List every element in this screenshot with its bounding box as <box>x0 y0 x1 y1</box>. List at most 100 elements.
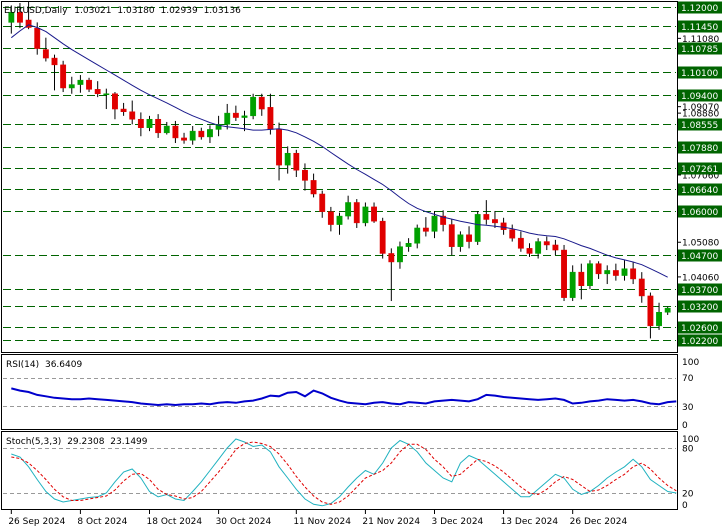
date-tick-label-4: 11 Nov 2024 <box>293 517 351 527</box>
level-tag-label-9: 1.06000 <box>681 208 718 218</box>
rsi-tick-label-0: 100 <box>682 358 699 368</box>
candle-body-4 <box>42 49 49 59</box>
price-tick-label-1: 1.09070 <box>682 103 719 113</box>
level-tag-label-14: 1.02200 <box>681 337 718 347</box>
level-tag-bg-10 <box>678 249 722 262</box>
level-tag-label-10: 1.04700 <box>681 252 718 262</box>
level-tag-bg-12 <box>678 300 722 313</box>
candle-body-58 <box>509 229 516 239</box>
date-tick-label-7: 13 Dec 2024 <box>501 517 559 527</box>
date-tick-label-6: 3 Dec 2024 <box>432 517 484 527</box>
candle-body-7 <box>68 84 75 89</box>
candle-body-52 <box>457 234 464 247</box>
date-tick-label-8: 26 Dec 2024 <box>570 517 628 527</box>
candle-body-10 <box>94 89 101 94</box>
candle-body-53 <box>466 234 472 242</box>
price-tick-label-5: 1.04060 <box>682 273 719 283</box>
ohlc-close: 1.03136 <box>204 6 241 16</box>
candle-body-75 <box>656 311 662 327</box>
level-tag-label-1: 1.11450 <box>681 23 718 33</box>
rsi-level-lines <box>3 378 676 407</box>
candle-body-1 <box>17 11 23 23</box>
level-tag-bg-6 <box>678 141 722 154</box>
candle-body-17 <box>155 118 162 134</box>
candle-body-42 <box>371 206 377 222</box>
candle-body-32 <box>284 152 291 166</box>
level-tag-label-11: 1.03700 <box>681 286 718 296</box>
candle-body-29 <box>258 96 265 110</box>
rsi-panel-frame <box>1 354 678 430</box>
level-tag-bg-11 <box>678 283 722 296</box>
rsi-tick-label-2: 30 <box>682 403 694 413</box>
ohlc-open: 1.03021 <box>74 6 111 16</box>
candle-body-8 <box>77 79 84 85</box>
candle-body-0 <box>8 11 15 23</box>
date-tick-label-5: 21 Nov 2024 <box>362 517 420 527</box>
candle-body-20 <box>181 137 187 141</box>
stoch-tick-label-3: 0 <box>682 501 688 511</box>
ohlc-high: 1.03180 <box>117 6 154 16</box>
candle-body-14 <box>129 111 136 120</box>
level-tag-label-3: 1.10100 <box>681 69 718 79</box>
candle-body-64 <box>561 249 567 298</box>
level-tag-bg-14 <box>678 334 722 347</box>
candle-body-6 <box>60 64 67 89</box>
rsi-value: 36.6409 <box>45 360 82 370</box>
candle-body-27 <box>241 115 248 118</box>
level-tag-label-13: 1.02600 <box>681 324 718 334</box>
candle-body-56 <box>492 219 498 224</box>
candle-body-2 <box>25 19 32 28</box>
candle-body-66 <box>578 271 585 286</box>
stoch-tick-label-2: 20 <box>682 490 694 500</box>
level-tag-bg-9 <box>678 205 722 218</box>
stoch-level-lines <box>3 448 676 494</box>
level-tag-label-5: 1.08555 <box>681 121 718 131</box>
stoch-signal-value: 23.1499 <box>110 437 147 447</box>
candlestick-series <box>8 2 671 339</box>
candle-body-44 <box>388 253 395 263</box>
rsi-tick-label-1: 70 <box>682 374 694 384</box>
level-tag-label-8: 1.06640 <box>681 186 718 196</box>
rsi-line <box>11 387 677 407</box>
candle-body-36 <box>319 193 326 212</box>
price-tick-label-4: 1.05080 <box>682 239 719 249</box>
candle-body-15 <box>137 118 144 128</box>
candle-body-28 <box>250 96 257 117</box>
candle-body-35 <box>310 180 317 195</box>
candle-body-18 <box>163 125 170 134</box>
candle-body-57 <box>500 222 507 230</box>
level-price-tags: 1.12000 1.11450 1.10785 1.10100 1.09400 1.085… <box>678 1 722 347</box>
candle-body-70 <box>612 270 619 276</box>
candle-body-33 <box>293 152 300 171</box>
stoch-panel-frame <box>1 431 678 510</box>
level-tag-label-4: 1.09400 <box>681 92 718 102</box>
candle-body-74 <box>647 295 654 327</box>
price-tick-label-3: 1.07060 <box>682 171 719 181</box>
level-tag-label-6: 1.07880 <box>681 144 718 154</box>
candle-body-19 <box>172 125 179 139</box>
stoch-header: Stoch(5,3,3) 29.2308 23.1499 <box>6 437 148 447</box>
candle-body-34 <box>302 169 308 181</box>
level-tag-bg-3 <box>678 66 722 79</box>
date-tick-label-1: 8 Oct 2024 <box>77 517 127 527</box>
candle-body-38 <box>336 215 343 225</box>
ohlc-low: 1.02939 <box>160 6 197 16</box>
rsi-header: RSI(14) 36.6409 <box>6 360 82 370</box>
level-tag-bg-13 <box>678 321 722 334</box>
candle-body-5 <box>51 57 58 66</box>
rsi-tick-label-3: 0 <box>682 421 688 431</box>
date-axis: 26 Sep 2024 8 Oct 2024 18 Oct 2024 30 Oct 2… <box>8 510 627 527</box>
candle-body-72 <box>630 268 637 280</box>
candle-body-26 <box>232 112 239 118</box>
candle-body-9 <box>86 79 92 90</box>
candle-body-45 <box>397 246 403 263</box>
candle-body-63 <box>552 244 559 251</box>
level-tag-bg-7 <box>678 162 722 175</box>
candle-body-23 <box>207 129 213 138</box>
candle-body-50 <box>440 215 447 225</box>
level-tag-bg-5 <box>678 118 722 131</box>
stoch-signal-line <box>11 441 677 505</box>
